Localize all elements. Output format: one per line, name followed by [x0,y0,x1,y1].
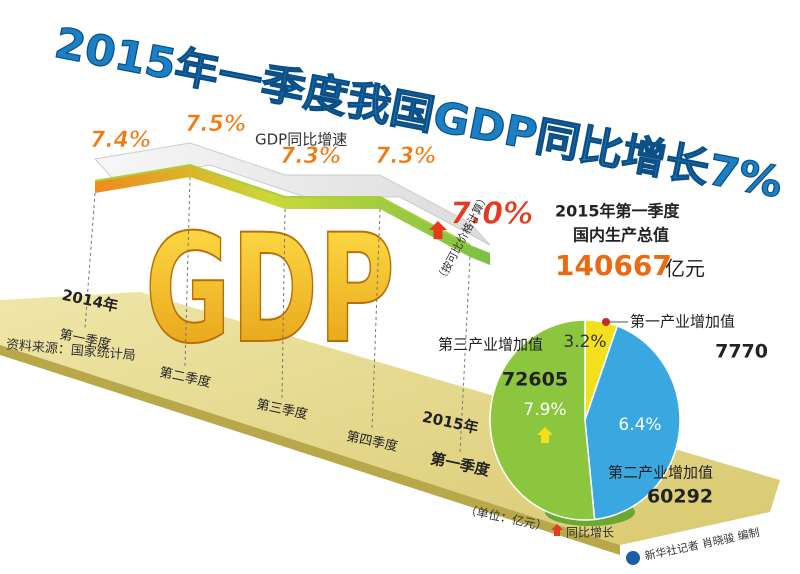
pie-slice [489,319,596,521]
line-series [94,163,471,246]
leader-dot [602,318,610,326]
drop-line [459,256,471,454]
value-label: 7.0% [450,197,533,232]
category-value: 60292 [647,486,713,508]
pie-title: 国内生产总值 [573,226,669,245]
drop-line [371,208,381,431]
arrow-icon [429,221,447,239]
total: 140667 [555,249,672,282]
growth-label: 3.2% [563,332,606,352]
category-value: 72605 [502,369,568,391]
chart-title: GDP同比增速 [255,131,347,149]
drop-line [281,208,286,399]
value-label: 7.5% [185,112,246,137]
growth-legend: 同比增长 [566,526,614,540]
drop-line [84,192,96,329]
pie-slice [584,324,681,521]
arrow-icon [551,524,563,536]
total-unit: 亿元 [665,257,705,281]
value-label: 7.4% [90,128,151,153]
logo [626,551,640,565]
category-label: 第一产业增加值 [630,313,735,331]
backdrop-text: GDP [145,203,395,377]
arrow-icon [537,427,553,443]
value-label: 7.3% [280,144,341,169]
base-edge [0,345,620,555]
drop-line [184,176,191,367]
pie-title: 2015年第一季度 [555,202,681,221]
category-label: 第三产业增加值 [438,336,543,354]
growth-label: 7.9% [523,400,566,420]
value-label: 7.3% [375,144,436,169]
category-label: 第二产业增加值 [608,464,713,482]
category-value: 7770 [715,341,768,363]
growth-label: 6.4% [618,415,661,435]
